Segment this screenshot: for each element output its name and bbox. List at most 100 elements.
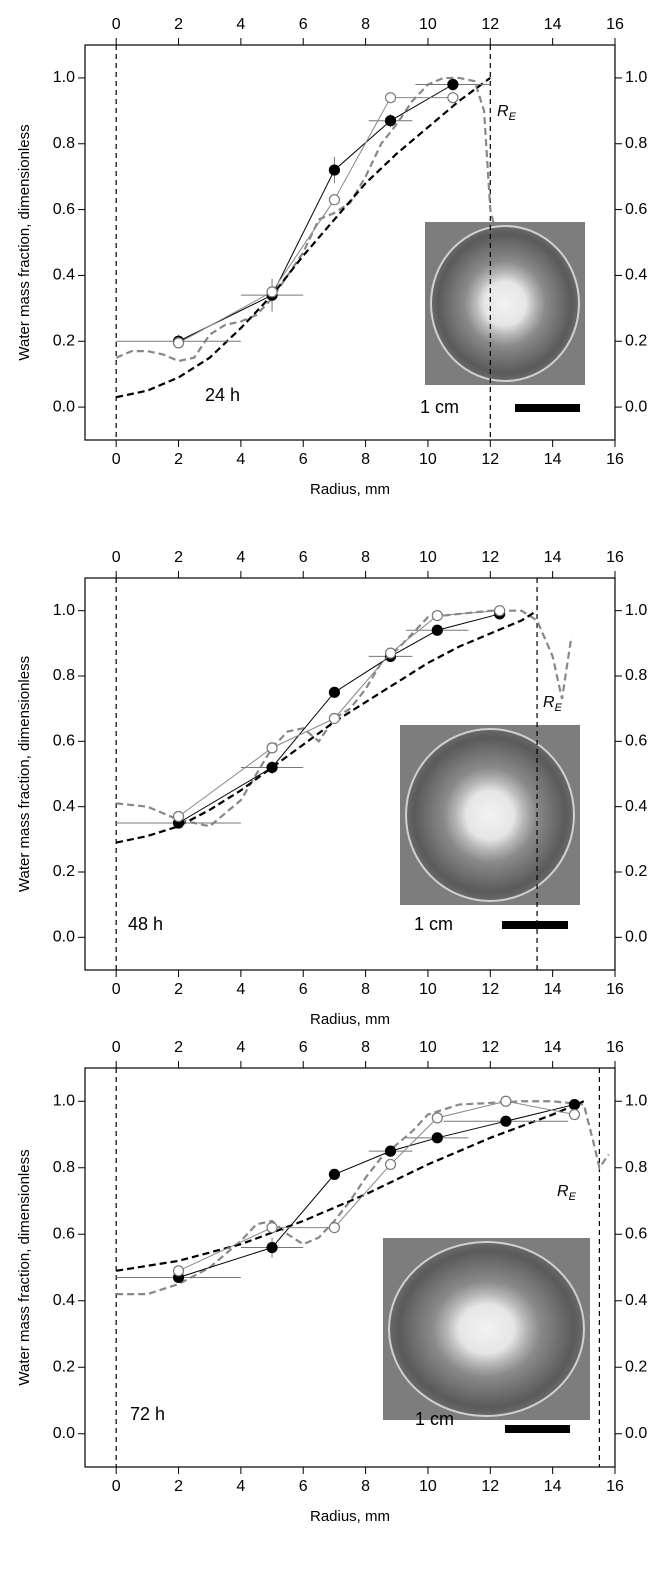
y-axis-title: Water mass fraction, dimensionless [16,1149,33,1385]
re-label: RE [497,103,517,123]
dish [405,728,575,902]
series-line [178,97,453,344]
y-tick-label: 0.6 [53,201,75,218]
filled-point [328,686,341,698]
x-tick-label: 0 [112,1478,121,1495]
re-label: RE [557,1183,577,1203]
open-point [172,810,185,823]
re-label-main: R [543,694,555,711]
y-tick-label: 1.0 [53,69,75,86]
x-tick-label-top: 8 [361,549,370,566]
filled-point [447,78,459,91]
x-tick-label-top: 16 [606,16,624,33]
x-tick-label-top: 2 [174,549,183,566]
x-tick-label: 0 [112,451,121,468]
open-point [172,1265,185,1277]
y-tick-label: 0.0 [53,929,75,946]
x-tick-label: 14 [544,451,562,468]
y-tick-label-right: 0.4 [625,798,647,815]
x-tick-label: 14 [544,1478,562,1495]
open-point [447,92,459,104]
y-tick-label: 0.4 [53,798,75,815]
x-tick-label-top: 6 [299,549,308,566]
series-line [178,610,500,817]
y-axis-title: Water mass fraction, dimensionless [16,656,33,892]
y-tick-label-right: 0.0 [625,929,647,946]
x-tick-label-top: 0 [112,1039,121,1056]
series-line [178,84,454,342]
y-tick-label: 0.4 [53,267,75,284]
profile-curve [116,1100,585,1272]
x-tick-label: 8 [361,1478,370,1495]
x-tick-label: 4 [236,981,245,998]
plot-frame [84,1067,616,1468]
y-tick-label: 0.8 [53,135,75,152]
y-axis-title: Water mass fraction, dimensionless [16,124,33,360]
x-tick-label: 12 [481,981,499,998]
plot-frame [84,577,616,971]
open-point [266,742,278,754]
x-tick-label-top: 12 [481,16,499,33]
annotation: 72 h [130,1404,165,1424]
filled-point [431,624,443,636]
x-tick-label-top: 4 [236,549,245,566]
x-tick-label: 12 [481,1478,499,1495]
open-point [384,92,397,104]
dish [430,225,580,382]
x-tick-label: 0 [112,981,121,998]
x-tick-label: 12 [481,451,499,468]
scale-bar [502,921,568,929]
y-tick-label-right: 0.4 [625,267,647,284]
x-tick-label: 4 [236,451,245,468]
y-tick-label: 0.2 [53,863,75,880]
x-tick-label-top: 6 [299,16,308,33]
x-tick-label-top: 14 [544,1039,562,1056]
y-tick-label-right: 0.2 [625,332,647,349]
x-tick-label-top: 10 [419,1039,437,1056]
y-tick-label: 1.0 [53,1092,75,1109]
x-tick-label: 6 [299,451,308,468]
y-tick-label-right: 1.0 [625,1092,647,1109]
y-tick-label-right: 0.6 [625,201,647,218]
open-point [384,1158,397,1171]
x-tick-label: 6 [299,981,308,998]
profile-curve [115,609,538,844]
re-label-main: R [557,1183,569,1200]
annotation: 1 cm [414,914,453,934]
y-tick-label: 0.6 [53,733,75,750]
x-tick-label-top: 10 [419,549,437,566]
x-axis-title: Radius, mm [310,1011,390,1028]
open-point [328,194,341,206]
filled-point [431,1132,443,1144]
y-tick-label: 0.4 [53,1292,75,1309]
series-line [178,613,500,824]
profile-curve [116,609,573,828]
x-tick-label: 16 [606,981,624,998]
profile-curve [115,77,491,399]
filled-point [266,1241,278,1254]
y-tick-label: 0.0 [53,1425,75,1442]
y-tick-label-right: 0.2 [625,863,647,880]
y-tick-label-right: 0.8 [625,135,647,152]
open-point [266,286,278,298]
y-tick-label-right: 0.4 [625,1292,647,1309]
x-tick-label: 10 [419,981,437,998]
x-tick-label: 2 [174,981,183,998]
x-tick-label-top: 0 [112,16,121,33]
plot-frame [84,44,616,441]
open-point [431,609,443,622]
x-tick-label: 16 [606,451,624,468]
x-tick-label-top: 16 [606,549,624,566]
re-label-sub: E [569,1191,577,1203]
y-tick-label-right: 0.8 [625,1159,647,1176]
y-tick-label-right: 0.0 [625,398,647,415]
x-tick-label-top: 4 [236,1039,245,1056]
x-axis-title: Radius, mm [310,481,390,498]
x-tick-label: 2 [174,1478,183,1495]
re-label: RE [543,694,563,714]
x-tick-label-top: 12 [481,549,499,566]
re-label-sub: E [555,702,563,714]
filled-point [328,164,341,176]
x-tick-label: 6 [299,1478,308,1495]
